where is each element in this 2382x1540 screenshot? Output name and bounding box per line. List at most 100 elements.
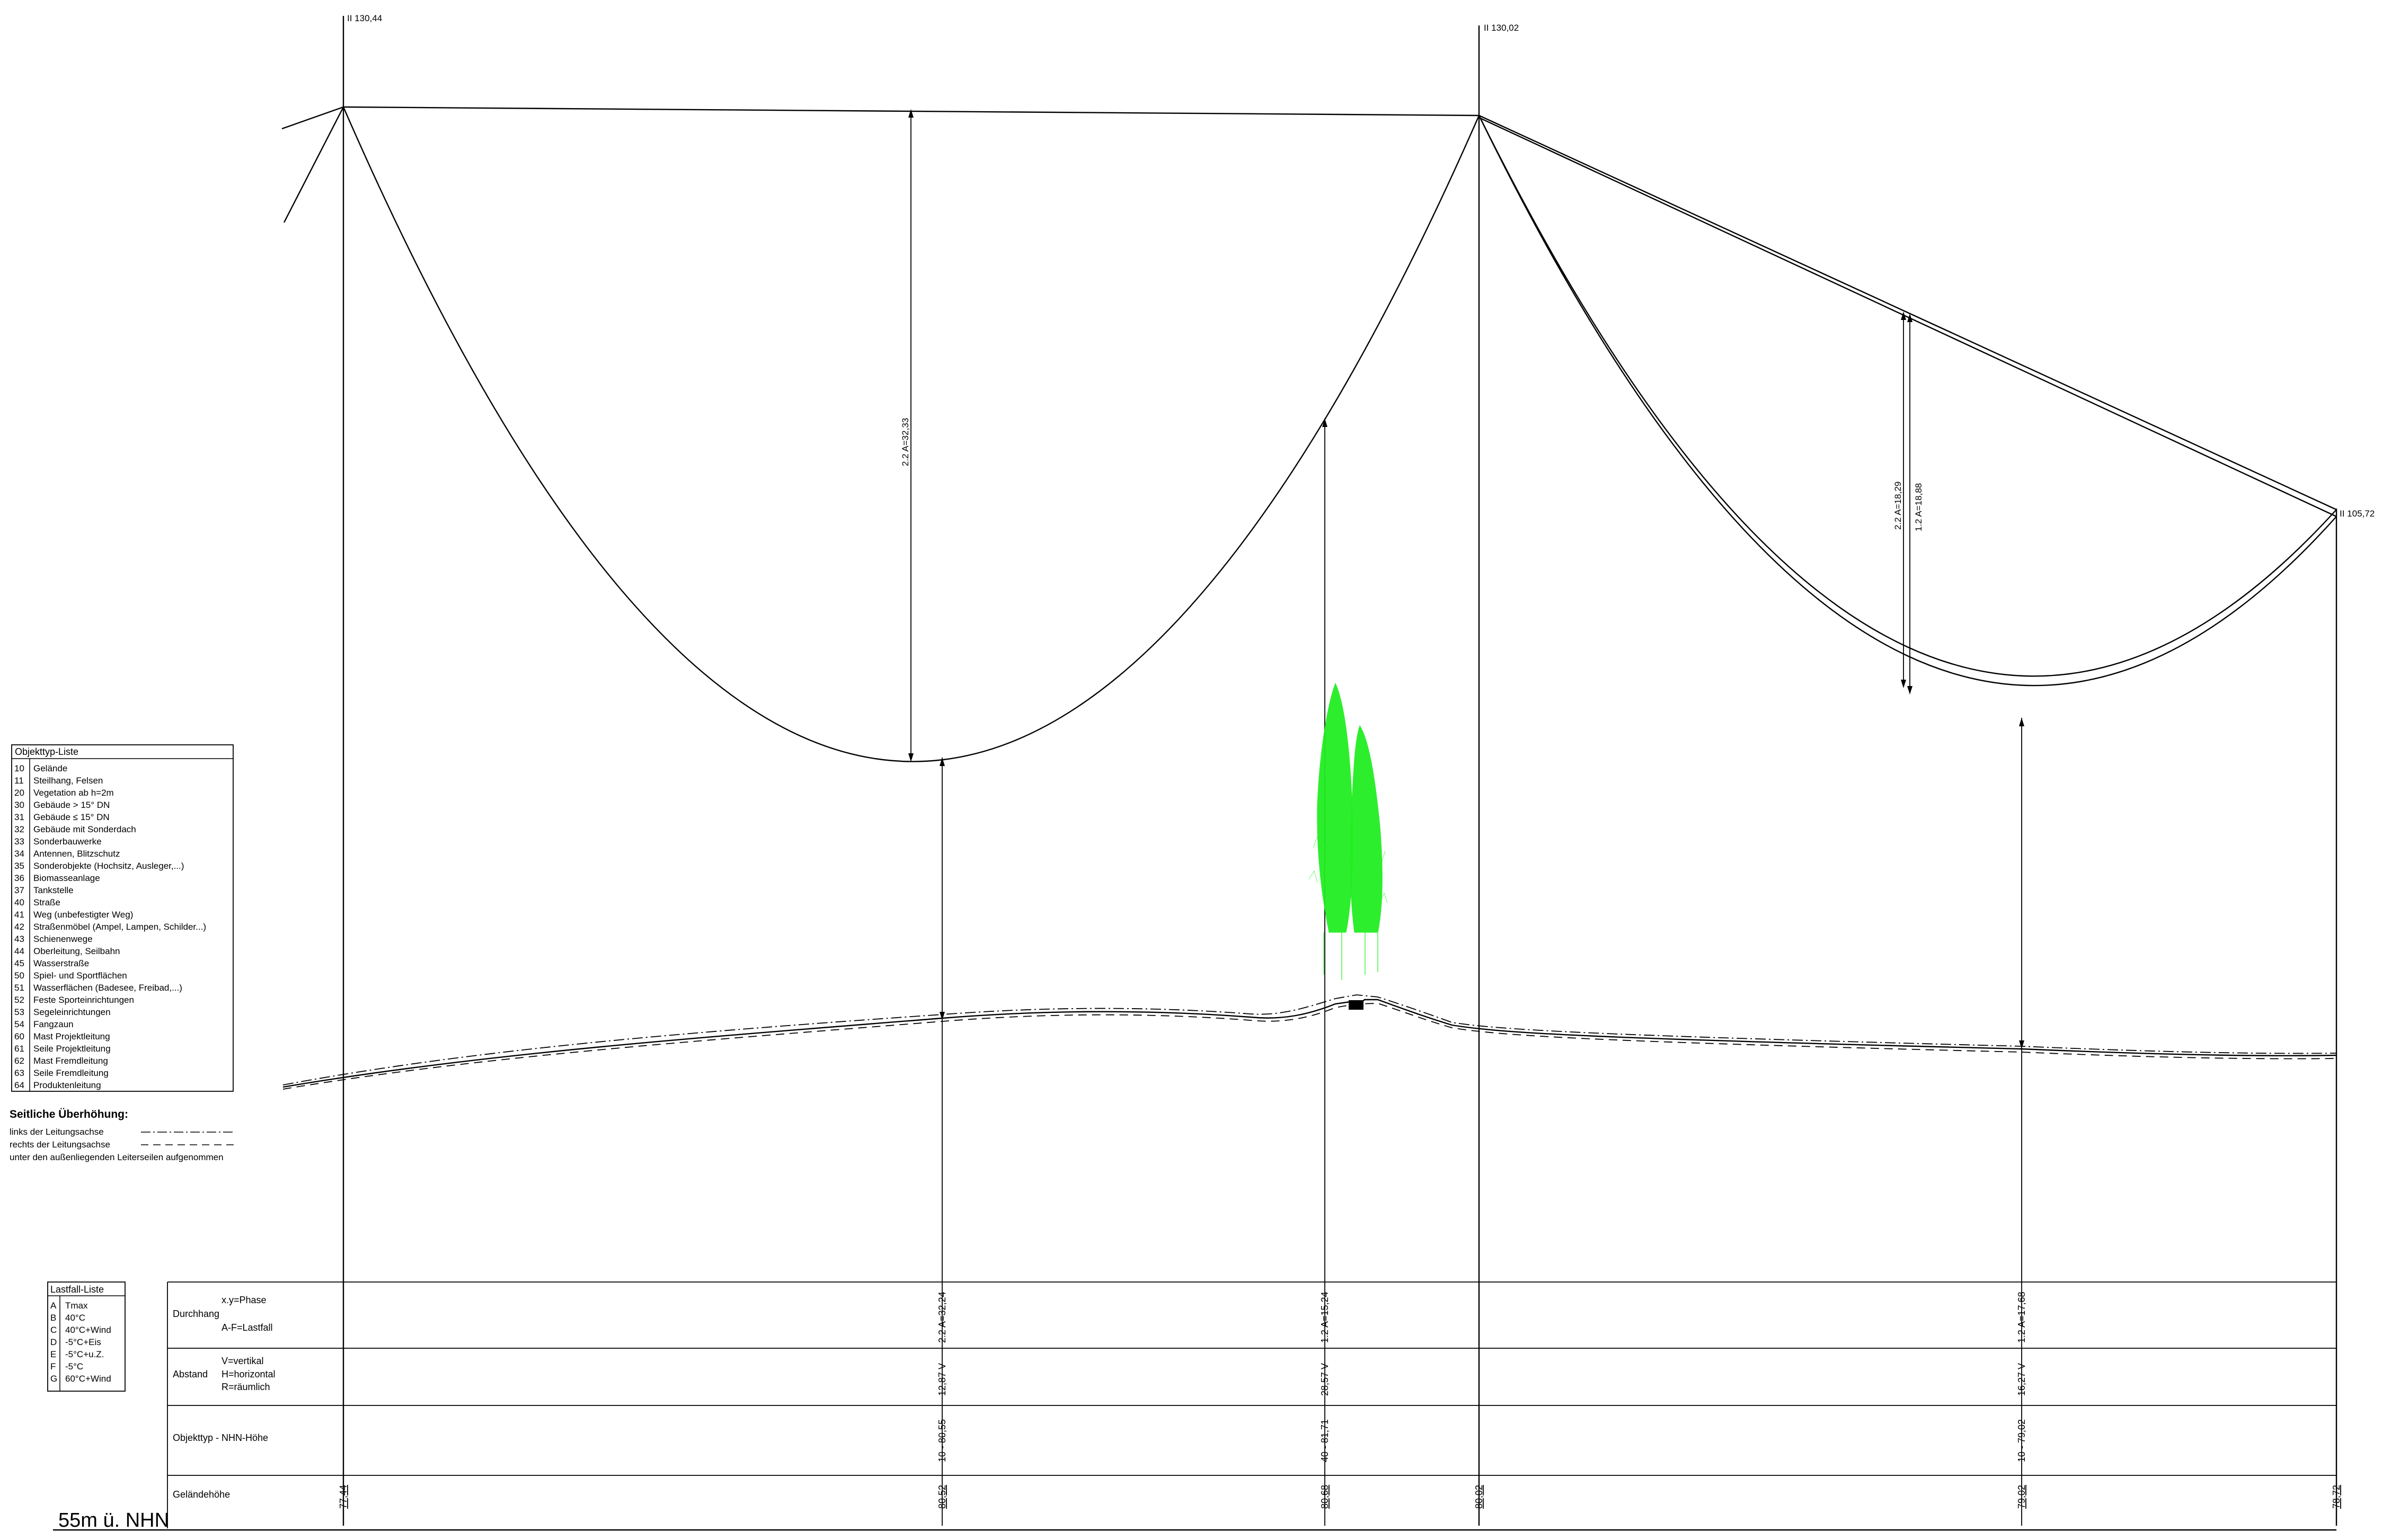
data-band xyxy=(53,1281,2336,1531)
object-list-code: 11 xyxy=(14,776,24,786)
object-list-code: 20 xyxy=(14,788,24,798)
load-list-text: 60°C+Wind xyxy=(65,1374,111,1384)
object-list-text: Straße xyxy=(33,897,60,907)
load-list-code: D xyxy=(50,1337,57,1347)
object-list-text: Seile Fremdleitung xyxy=(33,1068,109,1078)
object-list-code: 52 xyxy=(14,995,24,1005)
object-list-text: Sonderbauwerke xyxy=(33,836,102,847)
object-list-text: Vegetation ab h=2m xyxy=(33,788,114,798)
object-list-code: 33 xyxy=(14,836,24,847)
lateral-right-label: rechts der Leitungsachse xyxy=(10,1140,110,1150)
terrain-height-value: 78,72 xyxy=(2331,1485,2342,1509)
load-list-title: Lastfall-Liste xyxy=(50,1284,104,1295)
object-list-text: Oberleitung, Seilbahn xyxy=(33,946,120,956)
object-list-text: Gelände xyxy=(33,763,67,773)
band-objekt-value: 10 - 80,55 xyxy=(937,1419,948,1462)
object-list-code: 54 xyxy=(14,1019,24,1029)
object-list-text: Feste Sporteinrichtungen xyxy=(33,995,134,1005)
lateral-legend: Seitliche Überhöhung: links der Leitungs… xyxy=(10,1108,234,1162)
object-list-title: Objekttyp-Liste xyxy=(15,746,78,757)
load-list-text: -5°C+u.Z. xyxy=(65,1349,104,1359)
datum-label: 55m ü. NHN xyxy=(58,1509,169,1532)
load-list-text: 40°C+Wind xyxy=(65,1325,111,1335)
object-list-code: 61 xyxy=(14,1044,24,1054)
object-list-text: Gebäude ≤ 15° DN xyxy=(33,812,110,822)
object-list-text: Mast Fremdleitung xyxy=(33,1056,108,1066)
band-gelaendehoehe-label: Geländehöhe xyxy=(173,1489,230,1500)
object-list-text: Biomasseanlage xyxy=(33,873,100,883)
object-list-text: Sonderobjekte (Hochsitz, Ausleger,...) xyxy=(33,861,184,871)
band-durchhang-sub1: x.y=Phase xyxy=(222,1295,267,1305)
incoming-wire-a xyxy=(281,106,344,130)
object-list-text: Mast Projektleitung xyxy=(33,1031,110,1041)
conductor-span-2-a xyxy=(1478,115,2337,677)
load-list-text: -5°C xyxy=(65,1361,83,1372)
object-list-text: Spiel- und Sportflächen xyxy=(33,971,127,981)
band-objekt-value: 40 - 81,71 xyxy=(1320,1419,1330,1462)
object-list-text: Weg (unbefestigter Weg) xyxy=(33,910,133,920)
band-durchhang-label: Durchhang xyxy=(173,1308,219,1319)
lateral-left-label: links der Leitungsachse xyxy=(10,1127,104,1137)
road-object xyxy=(1349,1000,1363,1010)
terrain-height-value: 79,02 xyxy=(2016,1485,2027,1509)
mast-2-label: II 130,02 xyxy=(1484,23,1519,33)
object-list-code: 32 xyxy=(14,824,24,834)
incoming-wire-b xyxy=(283,106,344,223)
load-case-legend: Lastfall-Liste A Tmax B 40°C C 40°C+Wind D -5°C… xyxy=(47,1281,126,1392)
object-list-code: 30 xyxy=(14,800,24,810)
object-list-code: 53 xyxy=(14,1007,24,1017)
lateral-note: unter den außenliegenden Leiterseilen au… xyxy=(10,1152,224,1162)
load-list-code: A xyxy=(50,1301,57,1311)
load-list-code: E xyxy=(50,1349,56,1359)
object-list-code: 44 xyxy=(14,946,24,956)
band-durchhang-sub2: A-F=Lastfall xyxy=(222,1322,273,1333)
band-abstand-sub3: R=räumlich xyxy=(222,1382,270,1392)
vegetation-trees xyxy=(1308,682,1388,980)
object-list-text: Gebäude mit Sonderdach xyxy=(33,824,136,834)
object-list-text: Wasserstraße xyxy=(33,958,89,968)
top-line-span-2-b xyxy=(1478,117,2337,518)
terrain-height-value: 80,68 xyxy=(1320,1485,1330,1509)
object-list-code: 51 xyxy=(14,983,24,993)
load-list-text: -5°C+Eis xyxy=(65,1337,101,1347)
conductor-span-2-b xyxy=(1478,115,2337,687)
conductor-span-1 xyxy=(342,106,1480,762)
object-list-text: Fangzaun xyxy=(33,1019,74,1029)
object-list-code: 42 xyxy=(14,922,24,932)
sag-dimension-span-2-a xyxy=(1901,311,1906,688)
object-list-code: 36 xyxy=(14,873,24,883)
band-abstand-value: 16,27 V xyxy=(2016,1363,2027,1396)
sag-dimension-span-2-b xyxy=(1907,314,1912,695)
terrain-height-value: 77,44 xyxy=(338,1485,349,1509)
load-list-text: 40°C xyxy=(65,1313,85,1323)
band-durchhang-value: 2.2 A=32,24 xyxy=(937,1292,948,1343)
object-list-code: 64 xyxy=(14,1080,24,1090)
object-list-code: 40 xyxy=(14,897,24,907)
band-abstand-sub1: V=vertikal xyxy=(222,1356,264,1366)
object-list-code: 45 xyxy=(14,958,24,968)
load-list-code: G xyxy=(50,1374,57,1384)
object-list-code: 43 xyxy=(14,934,24,944)
terrain-height-value: 80,52 xyxy=(937,1485,948,1509)
object-list-code: 35 xyxy=(14,861,24,871)
top-line-span-2-a xyxy=(1478,114,2337,511)
mast-1-label: II 130,44 xyxy=(347,13,382,23)
load-list-text: Tmax xyxy=(65,1301,88,1311)
band-durchhang-value: 1.2 A=15,24 xyxy=(1320,1292,1330,1343)
mast-3-label: II 105,72 xyxy=(2340,509,2375,519)
object-list-code: 41 xyxy=(14,910,24,920)
band-objekttyp-label: Objekttyp - NHN-Höhe xyxy=(173,1432,268,1443)
object-list-code: 10 xyxy=(14,763,24,773)
object-list-text: Steilhang, Felsen xyxy=(33,776,103,786)
object-list-code: 60 xyxy=(14,1031,24,1041)
sag-label-span-2-a: 2.2 A=18,29 xyxy=(1893,482,1903,530)
lateral-title: Seitliche Überhöhung: xyxy=(10,1108,128,1120)
clearance-line-3 xyxy=(2019,718,2024,1526)
object-list-code: 34 xyxy=(14,849,24,859)
terrain-height-value: 80,02 xyxy=(1474,1485,1484,1509)
sag-label-span-2-b: 1.2 A=18,88 xyxy=(1914,483,1924,531)
object-list-text: Gebäude > 15° DN xyxy=(33,800,110,810)
object-list-text: Straßenmöbel (Ampel, Lampen, Schilder...… xyxy=(33,922,206,932)
terrain-left-axis-line xyxy=(282,994,2337,1085)
